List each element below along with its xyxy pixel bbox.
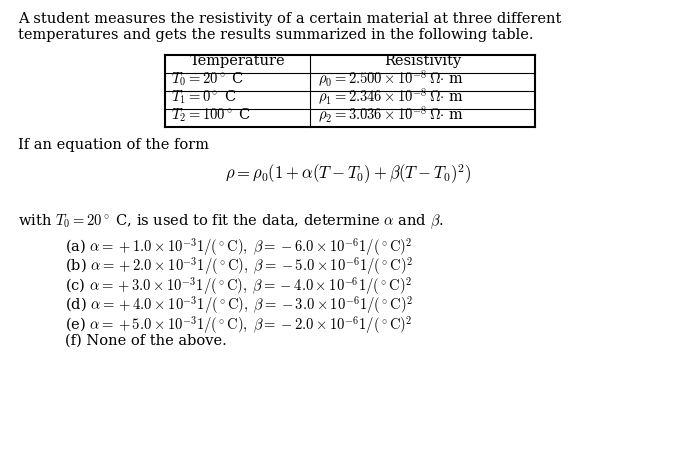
Text: $T_1 = 0^\circ$ C: $T_1 = 0^\circ$ C (171, 88, 236, 106)
Text: If an equation of the form: If an equation of the form (18, 138, 209, 152)
Text: $\rho_2 = 3.036 \times 10^{-8}\,\Omega{\cdot}$ m: $\rho_2 = 3.036 \times 10^{-8}\,\Omega{\… (318, 105, 464, 125)
Text: Temperature: Temperature (190, 54, 285, 68)
Text: (f) None of the above.: (f) None of the above. (65, 333, 227, 347)
Text: $\rho_0 = 2.500 \times 10^{-8}\,\Omega{\cdot}$ m: $\rho_0 = 2.500 \times 10^{-8}\,\Omega{\… (318, 69, 464, 89)
Text: (b) $\alpha = +2.0 \times 10^{-3}1/(^\circ\mathrm{C}),\; \beta = -5.0 \times 10^: (b) $\alpha = +2.0 \times 10^{-3}1/(^\ci… (65, 255, 413, 277)
Text: with $T_0 = 20^\circ$ C, is used to fit the data, determine $\alpha$ and $\beta$: with $T_0 = 20^\circ$ C, is used to fit … (18, 213, 443, 232)
Text: $\rho = \rho_0(1 + \alpha(T - T_0) + \beta(T - T_0)^2)$: $\rho = \rho_0(1 + \alpha(T - T_0) + \be… (225, 163, 472, 186)
Text: Resistivity: Resistivity (384, 54, 461, 68)
Text: temperatures and gets the results summarized in the following table.: temperatures and gets the results summar… (18, 28, 533, 42)
Text: $T_0 = 20^\circ$ C: $T_0 = 20^\circ$ C (171, 70, 244, 88)
Text: (e) $\alpha = +5.0 \times 10^{-3}1/(^\circ\mathrm{C}),\; \beta = -2.0 \times 10^: (e) $\alpha = +5.0 \times 10^{-3}1/(^\ci… (65, 314, 413, 336)
Text: $\rho_1 = 2.346 \times 10^{-8}\,\Omega{\cdot}$ m: $\rho_1 = 2.346 \times 10^{-8}\,\Omega{\… (318, 87, 464, 107)
Text: (d) $\alpha = +4.0 \times 10^{-3}1/(^\circ\mathrm{C}),\; \beta = -3.0 \times 10^: (d) $\alpha = +4.0 \times 10^{-3}1/(^\ci… (65, 295, 413, 316)
Text: (a) $\alpha = +1.0 \times 10^{-3}1/(^\circ\mathrm{C}),\; \beta = -6.0 \times 10^: (a) $\alpha = +1.0 \times 10^{-3}1/(^\ci… (65, 236, 413, 258)
Text: (c) $\alpha = +3.0 \times 10^{-3}1/(^\circ\mathrm{C}),\; \beta = -4.0 \times 10^: (c) $\alpha = +3.0 \times 10^{-3}1/(^\ci… (65, 275, 412, 297)
Text: A student measures the resistivity of a certain material at three different: A student measures the resistivity of a … (18, 12, 561, 26)
Text: $T_2 = 100^\circ$ C: $T_2 = 100^\circ$ C (171, 106, 251, 124)
